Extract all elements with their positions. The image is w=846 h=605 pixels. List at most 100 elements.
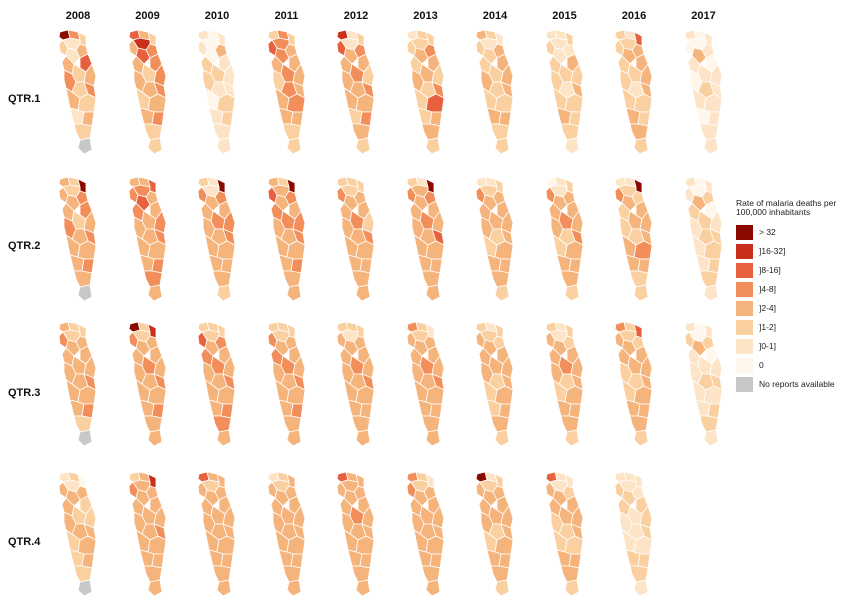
district-region: [81, 403, 95, 419]
district-region: [545, 331, 555, 349]
district-region: [220, 258, 234, 274]
district-region: [220, 403, 234, 419]
year-label: 2014: [482, 10, 508, 22]
district-region: [290, 553, 303, 569]
district-region: [361, 505, 375, 529]
togo-map: [614, 29, 653, 155]
district-region: [135, 47, 150, 65]
togo-map: [336, 176, 375, 302]
map-qtr4-2008: [48, 470, 108, 600]
district-region: [684, 331, 694, 349]
legend-label: ]8-16]: [759, 265, 781, 275]
togo-map: [128, 321, 167, 447]
district-region: [142, 415, 162, 433]
year-label: 2009: [135, 10, 160, 22]
map-qtr4-2013: [396, 470, 456, 600]
district-region: [281, 415, 301, 433]
district-region: [490, 270, 510, 288]
togo-map: [128, 176, 167, 302]
togo-map: [197, 471, 236, 597]
district-region: [498, 403, 512, 419]
togo-map: [128, 29, 167, 155]
district-region: [343, 47, 359, 65]
district-region: [343, 194, 359, 212]
togo-map: [58, 321, 97, 447]
district-region: [267, 331, 277, 349]
district-region: [204, 489, 220, 507]
year-label: 2011: [274, 10, 299, 22]
district-region: [351, 565, 371, 583]
district-region: [482, 194, 498, 212]
map-qtr4-2011: [257, 470, 317, 600]
legend-label: ]4-8]: [759, 284, 777, 294]
district-region: [707, 111, 720, 127]
district-region: [290, 111, 303, 127]
map-qtr2-2008: [48, 175, 108, 305]
district-region: [621, 489, 637, 507]
togo-map: [614, 321, 653, 447]
district-region: [81, 258, 95, 274]
district-region: [639, 210, 653, 234]
district-region: [142, 270, 162, 288]
district-region: [361, 210, 375, 234]
district-region: [482, 47, 498, 65]
district-region: [274, 194, 289, 212]
district-region: [494, 579, 510, 597]
district-region: [355, 137, 371, 155]
map-qtr1-2016: [604, 28, 664, 158]
map-qtr2-2009: [118, 175, 178, 305]
togo-map: [336, 321, 375, 447]
legend-title: Rate of malaria deaths per 100,000 inhab…: [736, 198, 837, 217]
map-qtr3-2008: [48, 320, 108, 450]
district-region: [498, 111, 512, 127]
map-qtr2-2011: [257, 175, 317, 305]
district-region: [568, 258, 581, 274]
district-region: [65, 489, 81, 507]
togo-map: [614, 176, 653, 302]
legend-item: ]2-4]: [736, 299, 844, 318]
togo-map: [336, 471, 375, 597]
map-qtr3-2013: [396, 320, 456, 450]
district-region: [500, 355, 514, 379]
district-region: [709, 210, 722, 234]
district-region: [355, 579, 371, 597]
quarter-label: QTR.1: [8, 93, 41, 105]
district-region: [286, 137, 301, 155]
togo-map: [336, 29, 375, 155]
district-region: [351, 123, 371, 141]
district-region: [286, 429, 301, 447]
togo-map: [545, 29, 584, 155]
togo-map: [58, 471, 97, 597]
district-region: [83, 210, 97, 234]
district-region: [709, 63, 722, 87]
district-region: [500, 505, 514, 529]
district-region: [153, 355, 166, 379]
district-region: [406, 39, 416, 57]
district-region: [153, 505, 166, 529]
legend-item: ]16-32]: [736, 242, 844, 261]
district-region: [639, 63, 653, 87]
district-region: [274, 339, 289, 357]
togo-map: [406, 29, 445, 155]
district-region: [290, 258, 303, 274]
district-region: [559, 415, 579, 433]
district-region: [343, 489, 359, 507]
legend-label: > 32: [759, 227, 776, 237]
map-qtr4-2009: [118, 470, 178, 600]
district-region: [559, 270, 579, 288]
district-region: [216, 429, 232, 447]
district-region: [703, 137, 718, 155]
district-region: [431, 505, 444, 529]
togo-map: [614, 471, 653, 597]
district-region: [147, 284, 162, 302]
map-qtr1-2009: [118, 28, 178, 158]
district-region: [212, 123, 232, 141]
legend-swatch: [736, 225, 753, 240]
district-region: [698, 415, 718, 433]
district-region: [216, 579, 232, 597]
map-qtr2-2013: [396, 175, 456, 305]
district-region: [73, 123, 93, 141]
map-qtr2-2015: [535, 175, 595, 305]
legend-label: ]16-32]: [759, 246, 786, 256]
togo-map: [545, 176, 584, 302]
